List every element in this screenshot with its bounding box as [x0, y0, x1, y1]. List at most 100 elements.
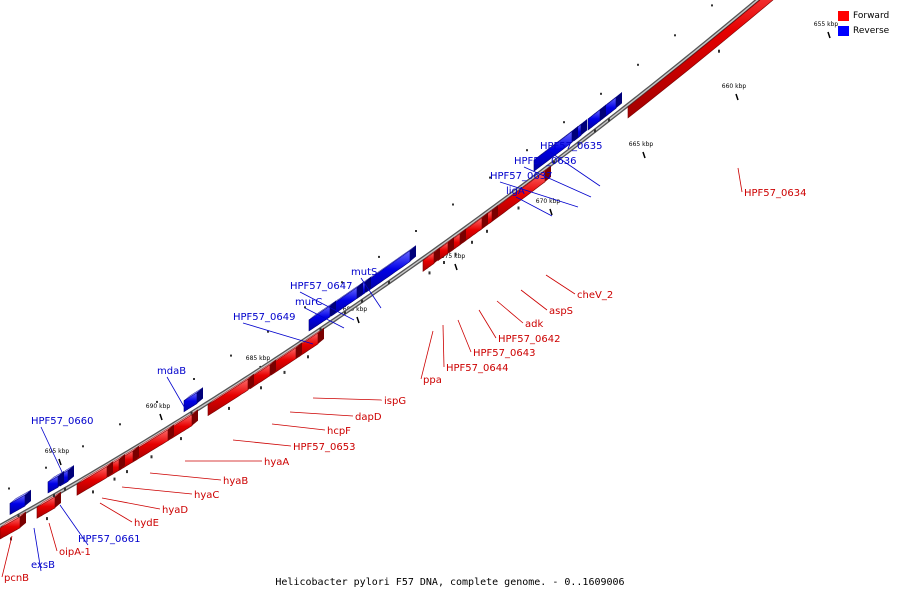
reverse-gene-label: HPF57_0649: [233, 312, 295, 323]
scale-dot: [193, 378, 195, 380]
forward-gene-label: adk: [525, 319, 543, 330]
reverse-gene-label: mutS: [351, 267, 377, 278]
scale-dot: [267, 330, 269, 333]
forward-leader-line: [48, 522, 58, 552]
backbone-highlight: [0, 0, 759, 527]
reverse-gene-label: HPF57_0661: [78, 534, 140, 545]
forward-gene-glyph: [207, 373, 255, 417]
reverse-leader-line: [515, 196, 553, 217]
forward-gene-label: ppa: [423, 375, 442, 386]
forward-gene-label: oipA-1: [59, 547, 91, 558]
forward-gene-label: hyaC: [194, 490, 219, 501]
forward-gene-label: hydE: [134, 518, 159, 529]
forward-leader-line: [99, 502, 133, 523]
forward-gene-label: HPF57_0653: [293, 442, 355, 453]
scale-tick: [642, 151, 646, 159]
forward-leader-line: [496, 300, 524, 324]
forward-leader-line: [442, 324, 445, 368]
scale-dot: [637, 63, 639, 66]
forward-leader-line: [121, 486, 193, 495]
forward-gene-label: dapD: [355, 412, 382, 423]
reverse-gene-label: murC: [295, 297, 322, 308]
reverse-gene-glyph: [533, 126, 579, 172]
forward-leader-line: [420, 330, 434, 380]
forward-gene-label: hyaB: [223, 476, 248, 487]
scale-dot: [600, 92, 602, 95]
reverse-gene-label: ligA: [506, 186, 525, 197]
scale-label: 675 kbp: [441, 253, 466, 260]
scale-dot: [230, 354, 232, 357]
scale-dot: [711, 4, 713, 7]
forward-gene-label: HPF57_0644: [446, 363, 508, 374]
forward-gene-glyph: [627, 0, 774, 119]
reverse-gene-glyph: [365, 245, 417, 293]
forward-gene-label: hcpF: [327, 426, 351, 437]
forward-leader-line: [312, 397, 383, 401]
scale-dot: [304, 306, 306, 309]
scale-label: 660 kbp: [722, 83, 747, 90]
gene-layer: [0, 0, 774, 541]
reverse-gene-label: HPF57_0636: [514, 156, 576, 167]
reverse-gene-glyph: [330, 282, 364, 317]
legend: Forward Reverse: [838, 8, 889, 38]
reverse-gene-glyph: [587, 104, 607, 133]
forward-gene-label: aspS: [549, 306, 573, 317]
reverse-leader-line: [40, 426, 63, 473]
reverse-gene-glyph: [47, 471, 65, 498]
reverse-gene-label: HPF57_0660: [31, 416, 93, 427]
reverse-leader-line: [304, 307, 345, 329]
forward-leader-line: [478, 309, 497, 339]
forward-leader-line: [737, 167, 743, 193]
scale-dot: [526, 149, 528, 152]
reverse-leader-line: [242, 322, 314, 345]
forward-gene-label: cheV_2: [577, 290, 613, 301]
forward-gene-glyph: [76, 461, 114, 496]
forward-gene-glyph: [459, 212, 489, 246]
reverse-leader-line: [360, 277, 382, 309]
reverse-gene-glyph: [183, 387, 204, 415]
reverse-leader-line: [523, 166, 592, 198]
scale-label: 690 kbp: [146, 403, 171, 410]
forward-gene-label: hyaA: [264, 457, 289, 468]
scale-dot: [82, 445, 84, 448]
forward-swatch: [838, 10, 849, 21]
reverse-leader-line: [549, 151, 601, 187]
scale-label: 685 kbp: [246, 355, 271, 362]
reverse-leader-line: [166, 376, 187, 411]
scale-tick: [454, 263, 458, 271]
scale-dot: [489, 176, 491, 179]
forward-gene-label: HPF57_0642: [498, 334, 560, 345]
scale-dot: [45, 466, 47, 469]
reverse-gene-label: mdaB: [157, 366, 186, 377]
forward-leader-line: [232, 439, 292, 447]
reverse-gene-label: exsB: [31, 560, 55, 571]
scale-tick-layer: 655 kbp 660 kbp 665 kbp 670 kbp 675 kbp 680 k…: [8, 4, 839, 490]
scale-dot: [119, 423, 121, 426]
legend-item-reverse: Reverse: [838, 23, 889, 38]
reverse-leader-line: [59, 504, 89, 546]
scale-dot: [341, 281, 343, 284]
scale-dot: [452, 203, 454, 206]
reverse-gene-glyph: [9, 489, 32, 518]
forward-leader-line: [545, 274, 576, 295]
forward-gene-label: HPF57_0634: [744, 188, 806, 199]
label-layer: HPF57_0634 cheV_2 aspS adk HPF57_0642 HPF57_0…: [4, 141, 806, 584]
forward-gene-glyph: [0, 511, 27, 541]
forward-gene-glyph: [249, 359, 277, 390]
reverse-leader-line: [299, 291, 355, 321]
legend-reverse-label: Reverse: [853, 25, 890, 36]
forward-leader-line: [101, 497, 161, 510]
forward-gene-glyph: [132, 424, 175, 463]
scale-label: 655 kbp: [814, 21, 839, 28]
legend-item-forward: Forward: [838, 8, 889, 23]
scale-label: 695 kbp: [45, 448, 70, 455]
scale-tick: [735, 93, 739, 101]
forward-leader-line: [149, 472, 222, 481]
scale-dot: [378, 255, 380, 258]
forward-leader-line: [271, 423, 326, 431]
scale-tick: [356, 316, 360, 324]
reverse-gene-label: HPF57_0635: [540, 141, 602, 152]
scale-dot: [156, 400, 158, 403]
forward-leader-line: [457, 319, 472, 353]
reverse-leader-line: [33, 527, 42, 572]
